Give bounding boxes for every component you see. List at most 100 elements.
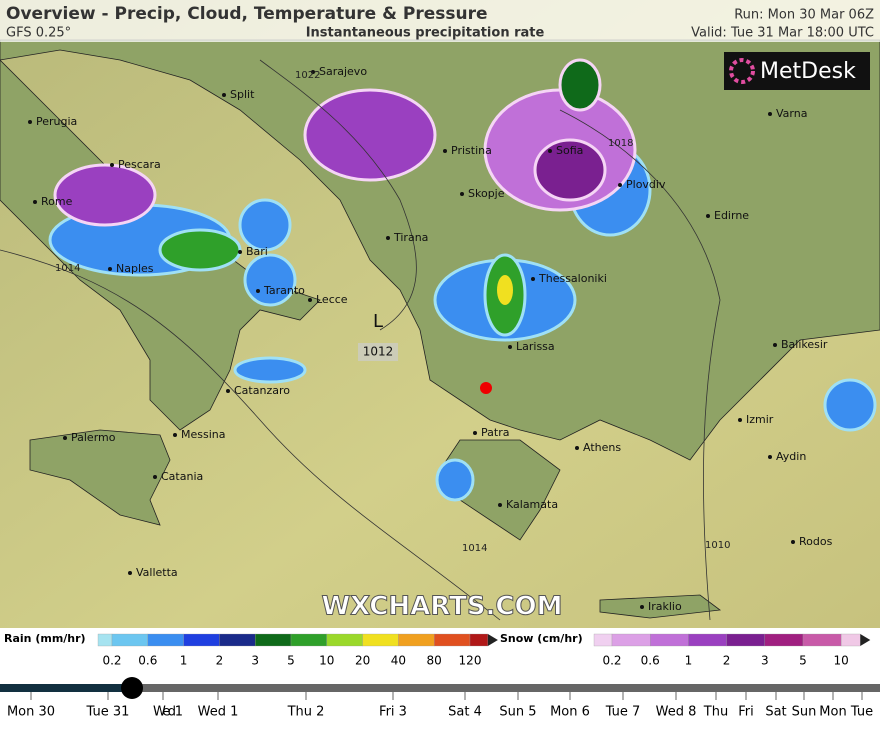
- city-label: Rome: [41, 195, 73, 208]
- city-dot: [618, 183, 622, 187]
- city-label: Palermo: [71, 431, 116, 444]
- timeline-label[interactable]: Sun 5: [499, 705, 536, 720]
- precip-rain: [48, 143, 877, 502]
- city-label: Messina: [181, 428, 226, 441]
- legend-swatch: [326, 633, 363, 647]
- timeline-label[interactable]: Wed 8: [656, 705, 697, 720]
- city-label: Pristina: [451, 144, 492, 157]
- isobar-label: 1010: [705, 540, 730, 551]
- city-label: Lecce: [316, 293, 348, 306]
- timeline-label[interactable]: Mon 6: [550, 705, 590, 720]
- title: Overview - Precip, Cloud, Temperature & …: [6, 4, 488, 24]
- city-dot: [28, 120, 32, 124]
- city-label: Izmir: [746, 413, 774, 426]
- city-label: Tirana: [393, 231, 428, 244]
- legend-tick-label: 10: [834, 654, 849, 668]
- city-label: Varna: [776, 107, 807, 120]
- city-label: Edirne: [714, 209, 749, 222]
- legend-swatch: [255, 633, 292, 647]
- legend-swatch: [802, 633, 842, 647]
- valid: Valid: Tue 31 Mar 18:00 UTC: [691, 26, 874, 41]
- city-dot: [443, 149, 447, 153]
- legend-tick-label: 0.6: [641, 654, 660, 668]
- city-dot: [768, 112, 772, 116]
- city-dot: [473, 431, 477, 435]
- legend-tick-label: 2: [216, 654, 224, 668]
- legend-tick-label: 5: [287, 654, 295, 668]
- isobar-label: 1014: [462, 543, 487, 554]
- timeline-track[interactable]: [0, 684, 880, 692]
- legend-arrow: [860, 634, 871, 646]
- city-label: Perugia: [36, 115, 77, 128]
- timeline-label[interactable]: Tue 31: [86, 705, 130, 720]
- timeline-label[interactable]: Tue: [850, 705, 873, 720]
- watermark: WXCHARTS.COM: [321, 592, 562, 622]
- city-label: Sarajevo: [319, 65, 367, 78]
- legend-tick-label: 5: [799, 654, 807, 668]
- timeline-label[interactable]: Thu: [703, 705, 728, 720]
- legend-swatch: [183, 633, 220, 647]
- isobar-label: 1014: [55, 263, 80, 274]
- isobar-label: 1022: [295, 70, 320, 81]
- legend-swatch: [650, 633, 689, 647]
- timeline-label[interactable]: Sat 4: [448, 705, 482, 720]
- city-label: Kalamata: [506, 498, 558, 511]
- city-dot: [768, 455, 772, 459]
- timeline-label[interactable]: Fri: [738, 705, 754, 720]
- logo-background: [724, 52, 870, 90]
- timeline-label[interactable]: Thu 2: [287, 705, 325, 720]
- legend-tick-label: 0.2: [602, 654, 621, 668]
- city-label: Sofia: [556, 144, 583, 157]
- timeline-label[interactable]: Mon 30: [7, 705, 55, 720]
- timeline-label[interactable]: Sat: [765, 705, 786, 720]
- legend-swatch: [688, 633, 727, 647]
- city-dot: [173, 433, 177, 437]
- city-dot: [63, 436, 67, 440]
- subtitle: Instantaneous precipitation rate: [306, 26, 545, 41]
- city-dot: [108, 267, 112, 271]
- header-background: [0, 0, 880, 42]
- city-dot: [531, 277, 535, 281]
- city-dot: [575, 446, 579, 450]
- city-dot: [33, 200, 37, 204]
- city-label: Valletta: [136, 566, 178, 579]
- city-label: Balikesir: [781, 338, 828, 351]
- timeline-label[interactable]: Mon: [819, 705, 846, 720]
- city-label: Larissa: [516, 340, 555, 353]
- legend-tick-label: 40: [391, 654, 406, 668]
- timeline-label[interactable]: Wed 1: [198, 705, 239, 720]
- legend-tick-label: 0.2: [102, 654, 121, 668]
- timeline-label[interactable]: Sun: [792, 705, 817, 720]
- legend-swatch: [764, 633, 804, 647]
- city-dot: [110, 163, 114, 167]
- legend-tick-label: 2: [723, 654, 731, 668]
- city-dot: [311, 70, 315, 74]
- legend-tick-label: 120: [459, 654, 482, 668]
- low-pressure-box: [358, 343, 398, 361]
- timeline-label[interactable]: Wed 1: [153, 705, 183, 720]
- city-dot: [460, 192, 464, 196]
- legend-tick-label: 10: [319, 654, 334, 668]
- timeline-knob[interactable]: [121, 677, 143, 699]
- legend-tick-label: 1: [685, 654, 693, 668]
- city-label: Catanzaro: [234, 384, 290, 397]
- low-pressure: 1012: [363, 345, 394, 359]
- city-label: Thessaloniki: [538, 272, 607, 285]
- low-symbol: L: [373, 311, 383, 332]
- timeline-progress: [0, 684, 132, 692]
- city-dot: [640, 605, 644, 609]
- city-label: Rodos: [799, 535, 833, 548]
- city-dot: [226, 389, 230, 393]
- city-label: Patra: [481, 426, 509, 439]
- location-marker: [480, 382, 492, 394]
- city-label: Iraklio: [648, 600, 682, 613]
- city-dot: [153, 475, 157, 479]
- timeline-label[interactable]: Tue 7: [605, 705, 641, 720]
- city-label: Pescara: [118, 158, 161, 171]
- city-dot: [386, 236, 390, 240]
- snow-legend-label: Snow (cm/hr): [500, 632, 583, 645]
- timeline-label[interactable]: Fri 3: [379, 705, 407, 720]
- city-dot: [738, 418, 742, 422]
